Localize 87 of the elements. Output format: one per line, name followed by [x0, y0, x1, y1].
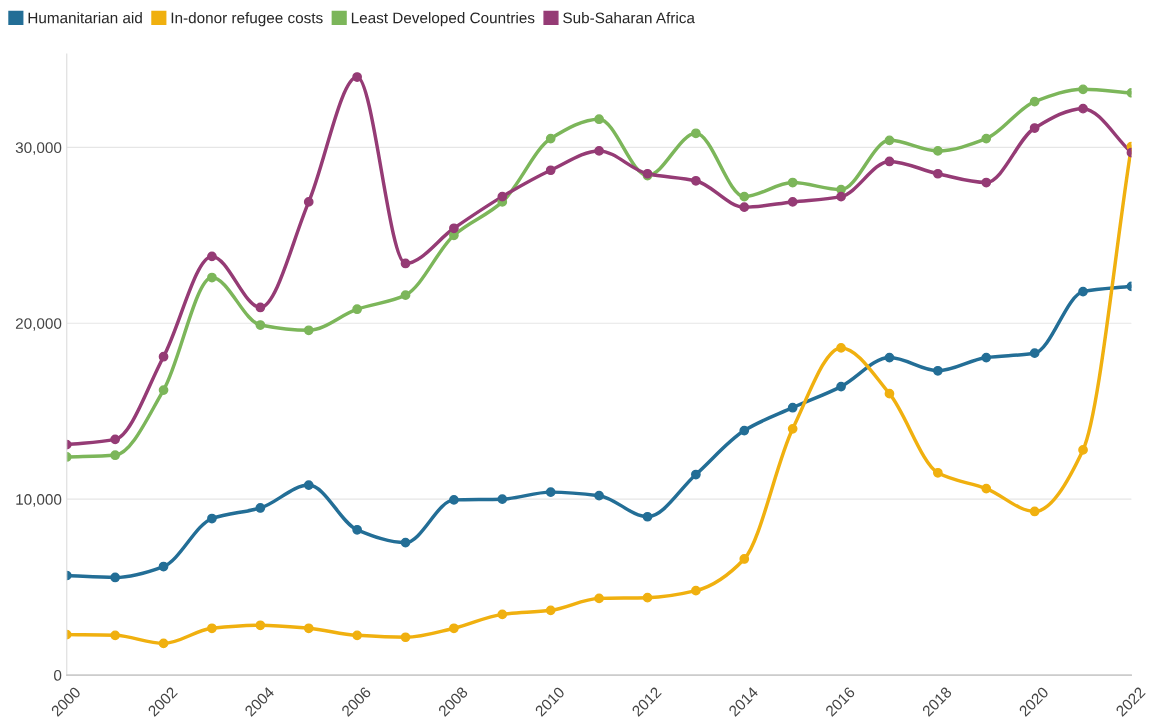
point	[932, 146, 943, 156]
point	[884, 388, 895, 399]
point	[352, 72, 362, 82]
point	[1029, 348, 1040, 359]
point	[449, 223, 459, 234]
point	[207, 251, 217, 262]
point	[932, 365, 943, 376]
y-tick-label: 30,000	[15, 142, 62, 155]
point	[787, 177, 798, 188]
point	[255, 620, 266, 631]
point	[1029, 96, 1040, 107]
point	[836, 343, 846, 353]
point	[1029, 123, 1040, 133]
y-tick-label: 0	[54, 669, 62, 681]
point	[594, 114, 604, 125]
point	[400, 632, 411, 643]
point	[691, 469, 701, 480]
point	[1029, 506, 1040, 517]
point	[594, 490, 604, 501]
point	[158, 561, 169, 572]
point	[255, 503, 266, 513]
point	[1078, 286, 1088, 297]
point	[497, 494, 508, 505]
point	[932, 168, 943, 179]
point	[352, 630, 362, 641]
point	[787, 402, 798, 413]
point	[207, 623, 217, 634]
point	[691, 175, 701, 186]
point	[739, 554, 750, 564]
point	[110, 630, 121, 641]
point	[352, 304, 362, 315]
point	[400, 537, 411, 548]
point	[932, 467, 943, 478]
legend-label: Sub-Saharan Africa	[563, 12, 695, 24]
point	[497, 609, 508, 620]
point	[400, 290, 411, 300]
point	[884, 135, 895, 146]
point	[207, 272, 217, 283]
point	[836, 381, 846, 392]
point	[642, 592, 653, 603]
point	[255, 302, 266, 313]
point	[836, 191, 846, 202]
point	[884, 156, 895, 167]
point	[303, 623, 314, 634]
point	[303, 325, 314, 336]
point	[449, 623, 459, 634]
point	[642, 511, 653, 522]
point	[545, 133, 556, 144]
point	[739, 425, 750, 436]
point	[303, 197, 314, 207]
point	[787, 423, 798, 434]
point	[739, 202, 750, 213]
point	[110, 450, 121, 461]
point	[981, 483, 992, 494]
point	[352, 524, 362, 535]
point	[981, 352, 992, 363]
point	[158, 385, 169, 395]
point	[400, 258, 411, 269]
legend-label: In-donor refugee costs	[171, 12, 323, 27]
point	[691, 585, 701, 596]
y-tick-label: 10,000	[16, 494, 62, 507]
point	[545, 605, 556, 616]
point	[1078, 445, 1088, 455]
point	[884, 352, 895, 363]
point	[981, 177, 992, 188]
point	[594, 593, 604, 604]
point	[545, 487, 556, 497]
point	[110, 572, 121, 583]
point	[981, 133, 992, 144]
point	[158, 638, 169, 649]
point	[158, 351, 169, 362]
y-tick-label: 20,000	[15, 318, 62, 331]
point	[787, 197, 798, 207]
point	[110, 434, 121, 445]
point	[739, 191, 750, 202]
point	[303, 480, 314, 490]
point	[594, 146, 604, 156]
point	[255, 320, 266, 330]
point	[207, 513, 217, 524]
legend-label: Least Developed Countries	[351, 12, 535, 27]
legend-label: Humanitarian aid	[28, 12, 142, 24]
point	[691, 128, 701, 139]
point	[497, 191, 508, 202]
point	[1078, 103, 1088, 114]
point	[545, 165, 556, 176]
point	[1078, 84, 1088, 95]
point	[449, 495, 459, 505]
